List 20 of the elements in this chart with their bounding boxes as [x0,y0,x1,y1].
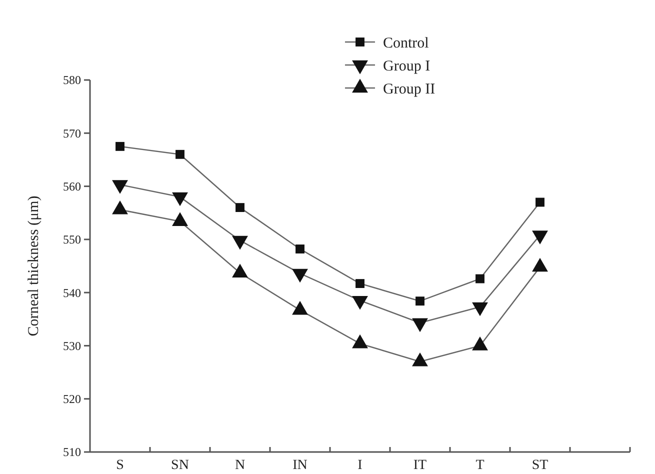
y-axis-title: Corneal thickness (μm) [26,196,42,336]
x-tick-label: IN [292,458,308,473]
x-tick-label: ST [532,458,549,473]
y-tick-label: 580 [63,73,81,88]
legend-label: Control [383,35,429,52]
x-tick-label: SN [171,458,189,473]
x-tick-label: I [358,458,363,473]
y-tick-label: 570 [63,126,81,140]
y-tick-label: 550 [63,232,81,247]
x-tick-label: T [476,458,485,473]
y-tick-label: 520 [63,392,81,406]
legend-label: Group II [383,81,436,98]
x-tick-label: IT [413,458,428,473]
y-tick-label: 540 [63,286,81,300]
x-tick-label: N [234,458,246,473]
y-tick-label: 530 [63,338,81,353]
x-tick-label: S [116,458,124,473]
y-tick-label: 560 [63,179,81,194]
legend-label: Group I [383,58,430,74]
y-tick-label: 510 [63,445,81,460]
